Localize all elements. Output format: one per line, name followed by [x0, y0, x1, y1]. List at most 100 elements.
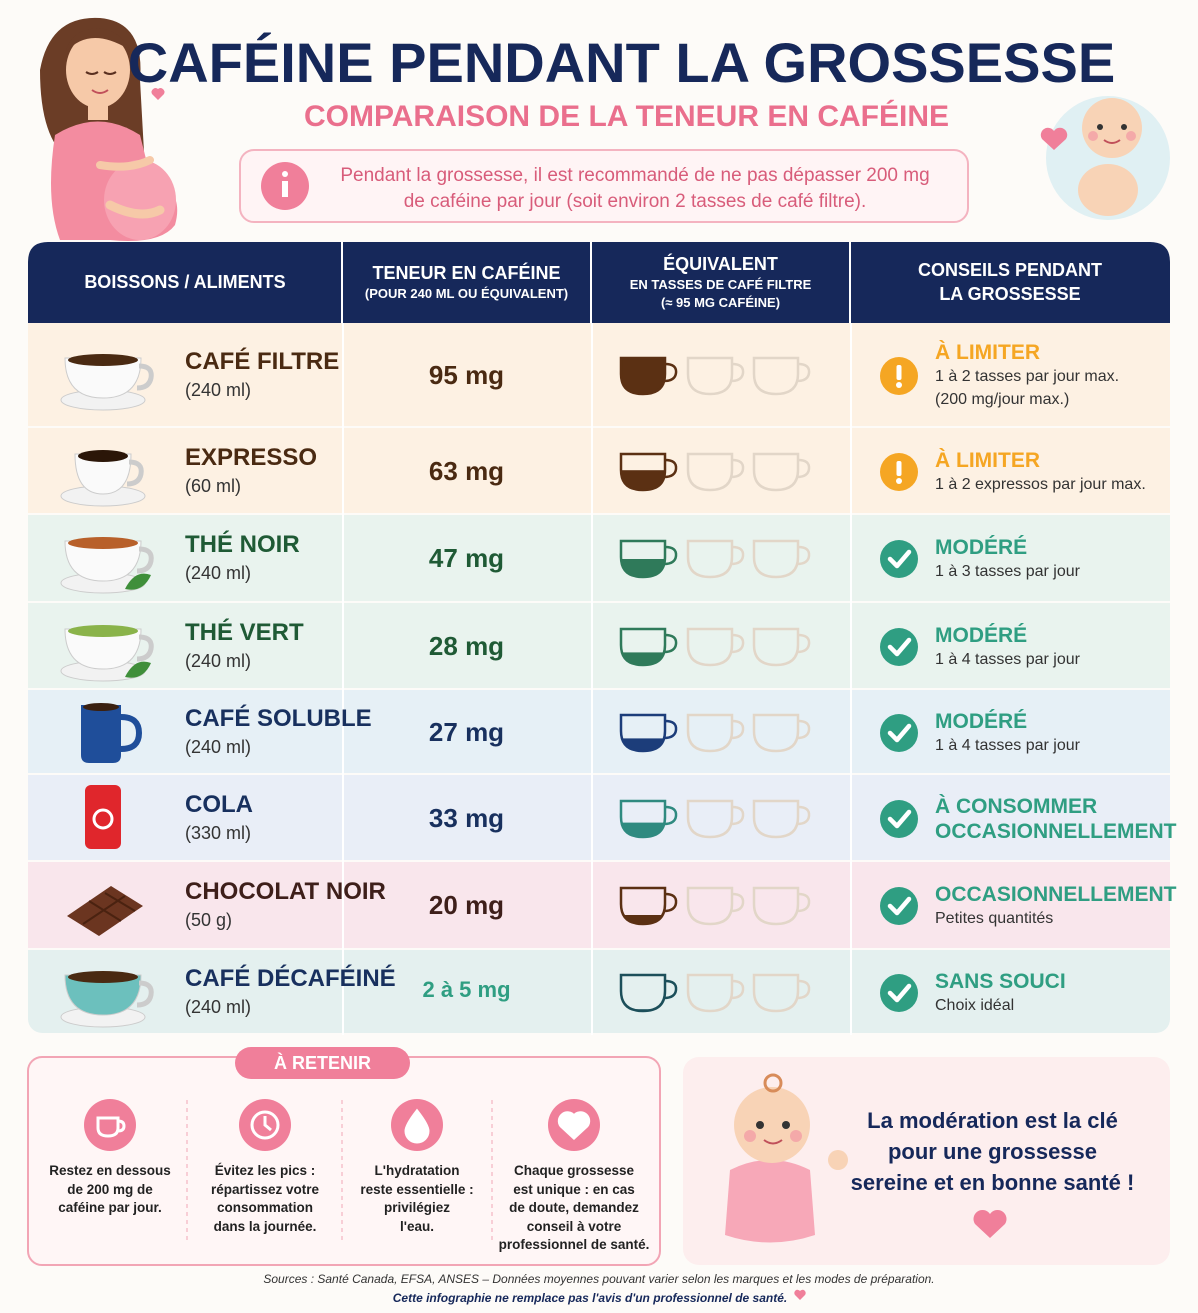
tip-line: reste essentielle : — [360, 1181, 474, 1197]
column-divider — [850, 428, 852, 515]
caffeine-content: 20 mg — [428, 890, 505, 920]
message-line: sereine et en bonne santé ! — [850, 1170, 1135, 1195]
advice-icon — [880, 540, 918, 578]
cup-outline — [752, 886, 800, 926]
advice-icon-bg — [880, 799, 918, 838]
column-divider — [591, 775, 593, 862]
cup — [64, 974, 142, 1016]
advice-note: 1 à 4 tasses par jour — [935, 736, 1080, 754]
cup-fill — [621, 651, 665, 665]
caffeine-content: 28 mg — [428, 630, 505, 661]
drink-name: EXPRESSO — [185, 443, 318, 471]
cup-handle — [730, 458, 745, 478]
advice-icon — [880, 356, 918, 395]
tip-line: de 200 mg de — [67, 1181, 153, 1197]
table-header — [28, 242, 1170, 323]
cup-outline — [686, 356, 734, 395]
advice-title: MODÉRÉ — [935, 536, 1028, 559]
cup-liquid — [68, 970, 138, 983]
leaf — [125, 661, 151, 678]
caffeine-content: 63 mg — [428, 455, 505, 486]
tip-line: conseil à votre — [526, 1218, 622, 1234]
advice-title: OCCASIONNELLEMENT — [935, 819, 1177, 843]
cup-handle — [730, 545, 745, 566]
advice-icon-bg — [880, 627, 918, 666]
advice-icon-bg — [880, 713, 918, 752]
cup-outline — [752, 539, 800, 579]
check — [887, 637, 912, 656]
cup-outline — [752, 973, 800, 1012]
column-divider — [342, 950, 344, 1035]
advice-icon-bg — [880, 540, 918, 578]
tip-line: caféine par jour. — [58, 1200, 162, 1215]
cup-outline — [752, 452, 800, 491]
table-row — [28, 323, 1170, 426]
chocolate-lines — [82, 892, 136, 925]
cup-handle — [663, 979, 678, 999]
drink-name: CAFÉ FILTRE — [185, 347, 340, 375]
cup-handle — [796, 545, 811, 566]
sources: Sources : Santé Canada, EFSA, ANSES – Do… — [263, 1272, 935, 1286]
warn-bar — [896, 460, 902, 476]
cup-equivalents — [619, 356, 811, 395]
check — [887, 983, 912, 1002]
cup-handle — [730, 805, 745, 825]
column-divider — [342, 862, 344, 950]
check — [887, 896, 912, 916]
drink-portion: (60 ml) — [185, 475, 242, 496]
tip-line: dans la journée. — [213, 1218, 317, 1234]
cup-liquid — [68, 353, 138, 366]
tip-line: répartissez votre — [210, 1181, 320, 1197]
cup-liquid — [68, 537, 138, 549]
column-divider — [591, 690, 593, 775]
retain-box — [27, 1056, 661, 1266]
cup-liquid — [68, 624, 138, 637]
cup-handle — [796, 892, 811, 913]
cup-handle — [796, 805, 811, 825]
caffeine-content: 47 mg — [428, 543, 505, 573]
cup-outline — [752, 799, 800, 838]
cup-outline — [619, 799, 667, 838]
drink-icon — [60, 624, 154, 681]
table-row — [28, 428, 1170, 513]
drink-portion: (330 ml) — [185, 822, 252, 843]
cup-handle — [796, 719, 811, 739]
column-divider — [850, 775, 852, 862]
cup-fill — [621, 822, 665, 837]
info-line: Pendant la grossesse, il est recommandé … — [340, 165, 930, 186]
advice-note: Choix idéal — [935, 996, 1015, 1014]
cup-outline — [752, 627, 800, 666]
message-line: pour une grossesse — [887, 1139, 1098, 1164]
drink-icon — [60, 353, 154, 410]
cup-fill — [621, 559, 665, 577]
drink-name: COLA — [185, 790, 253, 818]
column-header: LA GROSSESSE — [939, 284, 1081, 304]
column-divider — [591, 603, 593, 690]
cup-handle — [136, 634, 154, 661]
column-divider — [342, 690, 344, 775]
cup — [64, 628, 142, 670]
drink-icon — [60, 449, 146, 506]
column-header: (≈ 95 MG CAFÉINE) — [660, 295, 781, 310]
advice-title: MODÉRÉ — [935, 709, 1028, 733]
advice-note: 1 à 4 tasses par jour — [935, 650, 1080, 668]
woman-illustration — [40, 17, 178, 241]
cup-outline — [686, 627, 734, 666]
drink-portion: (240 ml) — [185, 563, 252, 583]
column-header: (POUR 240 ML OU ÉQUIVALENT) — [364, 286, 569, 301]
advice-icon-bg — [880, 887, 918, 925]
column-header: BOISSONS / ALIMENTS — [84, 272, 286, 292]
cup-outline — [686, 539, 734, 579]
cup-equivalents — [619, 452, 811, 491]
cup-outline — [619, 539, 667, 579]
drink-portion: (240 ml) — [185, 996, 252, 1017]
cup-equivalents — [619, 627, 811, 666]
cup-handle — [663, 458, 678, 478]
cup-outline — [619, 973, 667, 1012]
cup — [64, 540, 142, 582]
info-box — [239, 149, 969, 223]
tip-line: de doute, demandez — [509, 1200, 639, 1215]
drink-icon — [60, 970, 154, 1027]
cup-handle — [663, 719, 678, 739]
